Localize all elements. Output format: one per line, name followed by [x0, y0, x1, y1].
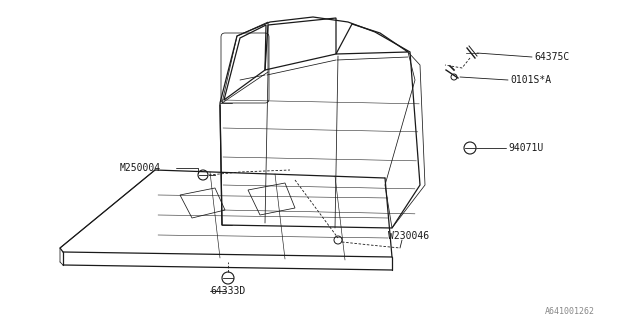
Text: M250004: M250004 — [120, 163, 161, 173]
Text: 94071U: 94071U — [508, 143, 543, 153]
Text: 0101S*A: 0101S*A — [510, 75, 551, 85]
Text: A641001262: A641001262 — [545, 308, 595, 316]
Text: W230046: W230046 — [388, 231, 429, 241]
Text: 64375C: 64375C — [534, 52, 569, 62]
Text: 64333D: 64333D — [210, 286, 245, 296]
